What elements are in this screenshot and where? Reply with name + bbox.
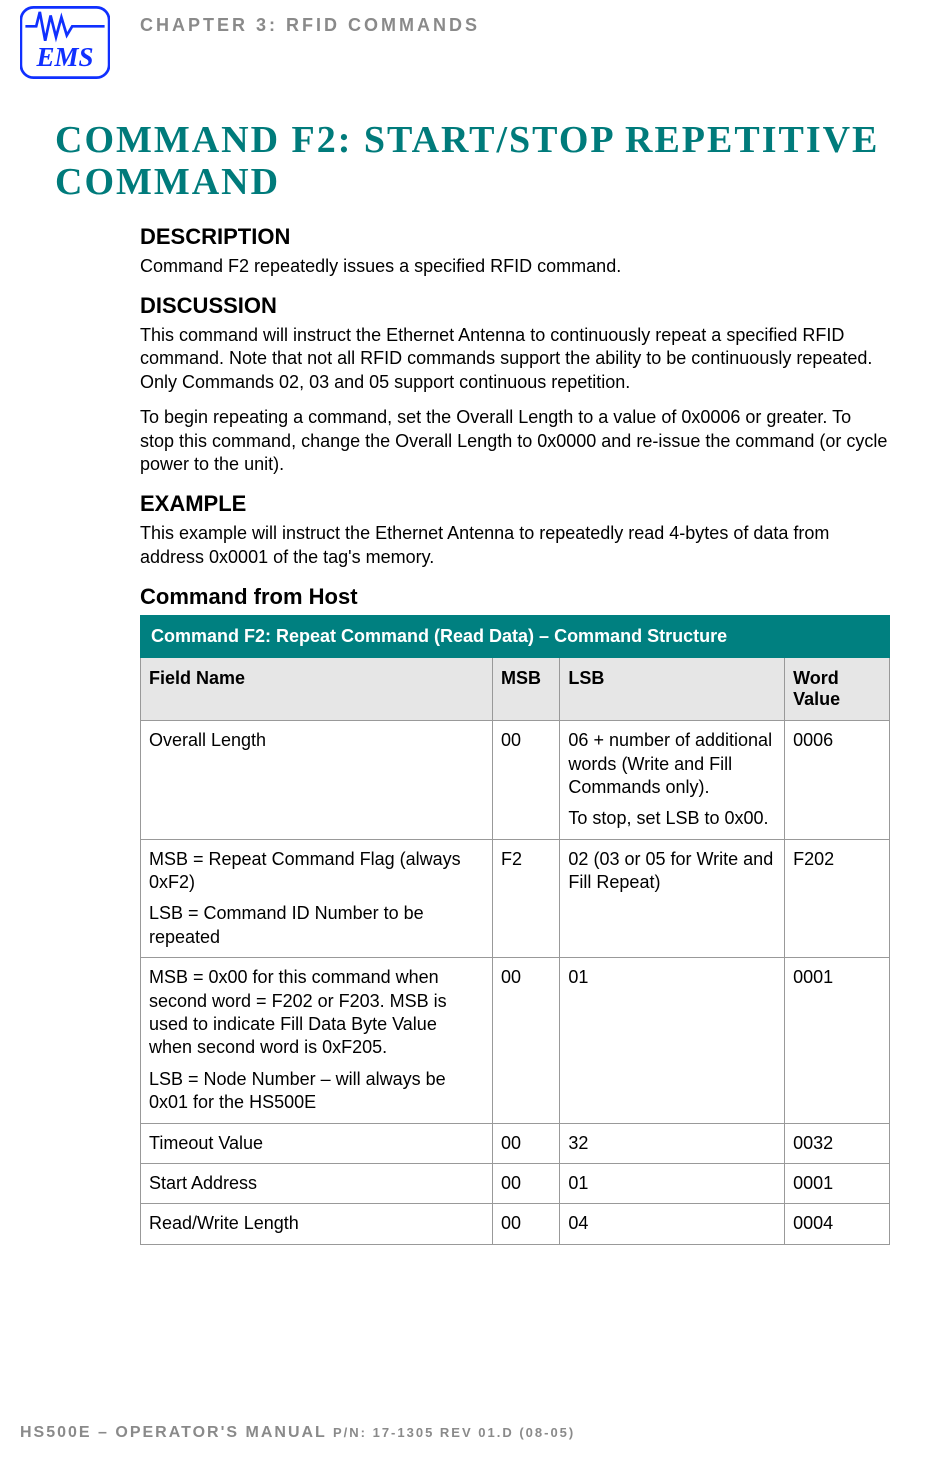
cell-msb: F2 [493,839,560,958]
command-title: COMMAND F2: START/STOP REPETITIVE COMMAN… [55,120,890,204]
cell-field: MSB = Repeat Command Flag (always 0xF2) … [141,839,493,958]
cell-field: Start Address [141,1163,493,1203]
cell-text: To stop, set LSB to 0x00. [568,807,776,830]
description-heading: DESCRIPTION [140,224,890,250]
cell-word: F202 [785,839,890,958]
table-title: Command F2: Repeat Command (Read Data) –… [141,616,890,658]
cell-text: MSB = Repeat Command Flag (always 0xF2) [149,848,484,895]
cell-field: Overall Length [141,721,493,840]
cell-msb: 00 [493,721,560,840]
cell-field: MSB = 0x00 for this command when second … [141,958,493,1123]
cell-word: 0001 [785,958,890,1123]
cell-lsb: 01 [560,958,785,1123]
table-header-row: Field Name MSB LSB Word Value [141,658,890,721]
table-title-row: Command F2: Repeat Command (Read Data) –… [141,616,890,658]
table-row: MSB = 0x00 for this command when second … [141,958,890,1123]
discussion-text-2: To begin repeating a command, set the Ov… [140,406,890,476]
col-header-msb: MSB [493,658,560,721]
page: EMS CHAPTER 3: RFID COMMANDS COMMAND F2:… [0,0,930,1467]
cell-msb: 00 [493,958,560,1123]
col-header-word: Word Value [785,658,890,721]
cell-text: LSB = Command ID Number to be repeated [149,902,484,949]
cell-word: 0006 [785,721,890,840]
cell-text: 02 (03 or 05 for Write and Fill Repeat) [568,848,776,895]
page-footer: HS500E – OPERATOR'S MANUAL P/N: 17-1305 … [20,1424,910,1442]
discussion-heading: DISCUSSION [140,293,890,319]
table-row: Overall Length 00 06 + number of additio… [141,721,890,840]
table-row: Timeout Value 00 32 0032 [141,1123,890,1163]
content: DESCRIPTION Command F2 repeatedly issues… [140,224,890,1245]
cell-lsb: 04 [560,1204,785,1244]
col-header-lsb: LSB [560,658,785,721]
cell-msb: 00 [493,1123,560,1163]
table-row: Read/Write Length 00 04 0004 [141,1204,890,1244]
footer-product: HS500E – OPERATOR'S MANUAL [20,1424,333,1441]
command-structure-table: Command F2: Repeat Command (Read Data) –… [140,615,890,1245]
cell-text: MSB = 0x00 for this command when second … [149,966,484,1060]
cell-word: 0032 [785,1123,890,1163]
discussion-text-1: This command will instruct the Ethernet … [140,324,890,394]
ems-logo: EMS [20,5,110,80]
example-text: This example will instruct the Ethernet … [140,522,890,569]
table-row: MSB = Repeat Command Flag (always 0xF2) … [141,839,890,958]
cell-text: 06 + number of additional words (Write a… [568,729,776,799]
cell-msb: 00 [493,1163,560,1203]
cell-lsb: 01 [560,1163,785,1203]
cell-lsb: 32 [560,1123,785,1163]
footer-partno: P/N: 17-1305 REV 01.D (08-05) [333,1425,575,1440]
cell-lsb: 06 + number of additional words (Write a… [560,721,785,840]
cell-field: Read/Write Length [141,1204,493,1244]
cell-msb: 00 [493,1204,560,1244]
svg-text:EMS: EMS [35,42,93,72]
cell-text: 01 [568,966,776,989]
cell-word: 0004 [785,1204,890,1244]
description-text: Command F2 repeatedly issues a specified… [140,255,890,278]
cell-text: LSB = Node Number – will always be 0x01 … [149,1068,484,1115]
command-from-host-heading: Command from Host [140,584,890,610]
cell-text: Overall Length [149,729,484,752]
page-header: EMS CHAPTER 3: RFID COMMANDS [0,0,930,80]
col-header-field: Field Name [141,658,493,721]
example-heading: EXAMPLE [140,491,890,517]
cell-lsb: 02 (03 or 05 for Write and Fill Repeat) [560,839,785,958]
cell-field: Timeout Value [141,1123,493,1163]
table-row: Start Address 00 01 0001 [141,1163,890,1203]
cell-word: 0001 [785,1163,890,1203]
chapter-title: CHAPTER 3: RFID COMMANDS [140,15,480,36]
